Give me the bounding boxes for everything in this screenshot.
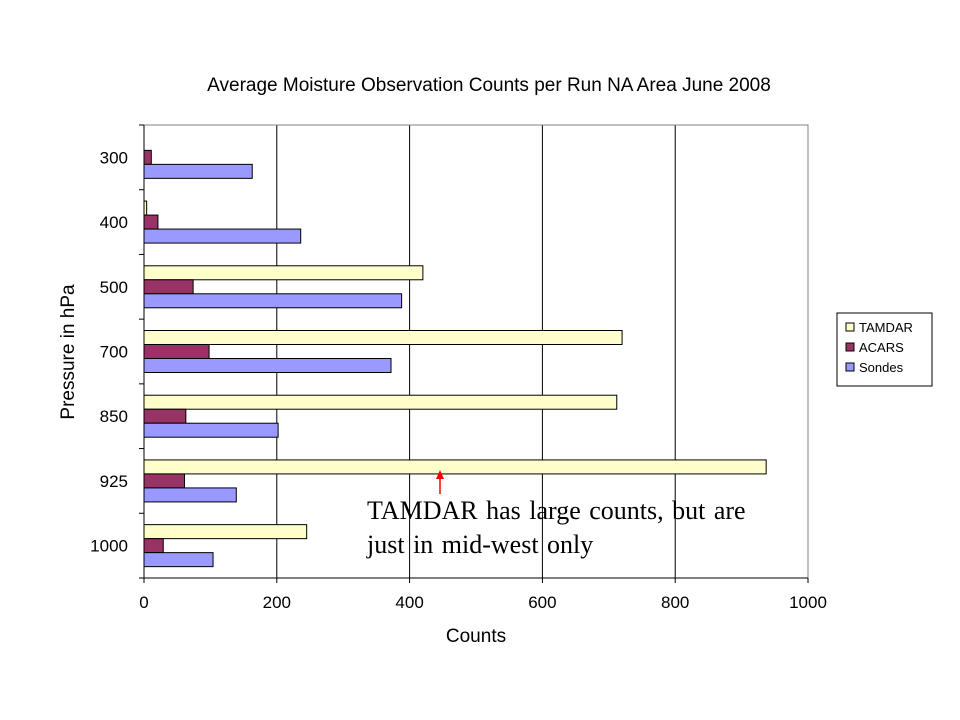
y-tick-labels: 300 400 500 700 850 925 1000 — [90, 148, 128, 555]
legend-swatch-sondes — [845, 362, 855, 372]
bar-sondes-700 — [143, 358, 392, 373]
bar-sondes-850 — [143, 422, 279, 438]
legend-label-tamdar: TAMDAR — [859, 320, 913, 335]
bar-tamdar-925 — [143, 459, 767, 475]
bar-tamdar-700 — [143, 330, 623, 345]
bar-sondes-500 — [143, 293, 403, 309]
bar-tamdar-1000 — [143, 524, 308, 540]
y-tick-label: 700 — [100, 343, 128, 362]
y-tick-label: 400 — [100, 213, 128, 232]
bar-sondes-400 — [143, 228, 302, 244]
bar-sondes-300 — [143, 163, 253, 179]
chart-title: Average Moisture Observation Counts per … — [207, 75, 771, 96]
x-axis-label: Counts — [446, 626, 506, 647]
y-tick-label: 850 — [100, 407, 128, 426]
x-tick-label: 1000 — [789, 593, 827, 612]
annotation-arrow — [436, 470, 444, 494]
y-tick-label: 300 — [100, 148, 128, 167]
bar-sondes-925 — [143, 487, 237, 503]
arrow-head — [436, 470, 444, 479]
y-tick-label: 925 — [100, 472, 128, 491]
legend-swatch-tamdar — [845, 322, 855, 332]
bar-acars-925 — [143, 473, 186, 489]
bar-acars-400 — [143, 214, 159, 230]
bar-sondes-1000 — [143, 552, 214, 568]
y-tick-label: 1000 — [90, 537, 128, 556]
x-tick-label: 400 — [395, 593, 423, 612]
gridlines — [276, 125, 676, 578]
x-tick-label: 800 — [661, 593, 689, 612]
y-axis-label: Pressure in hPa — [58, 284, 79, 420]
annotation-text: TAMDAR has large counts, but are just in… — [367, 496, 746, 559]
x-tick-labels: 0 200 400 600 800 1000 — [139, 593, 827, 612]
bars — [143, 149, 767, 568]
y-tick-label: 500 — [100, 278, 128, 297]
bar-acars-500 — [143, 279, 194, 295]
axes — [139, 124, 809, 583]
legend-swatch-acars — [845, 342, 855, 352]
bar-tamdar-500 — [143, 265, 424, 281]
bar-acars-300 — [143, 149, 152, 165]
bar-acars-1000 — [143, 538, 164, 554]
bar-acars-700 — [143, 344, 210, 359]
legend-label-sondes: Sondes — [859, 360, 904, 375]
bar-acars-850 — [143, 408, 187, 424]
legend-label-acars: ACARS — [859, 340, 904, 355]
x-tick-label: 600 — [528, 593, 556, 612]
x-tick-label: 0 — [139, 593, 148, 612]
x-tick-label: 200 — [263, 593, 291, 612]
legend: TAMDAR ACARS Sondes — [836, 312, 933, 387]
bar-tamdar-850 — [143, 394, 618, 410]
